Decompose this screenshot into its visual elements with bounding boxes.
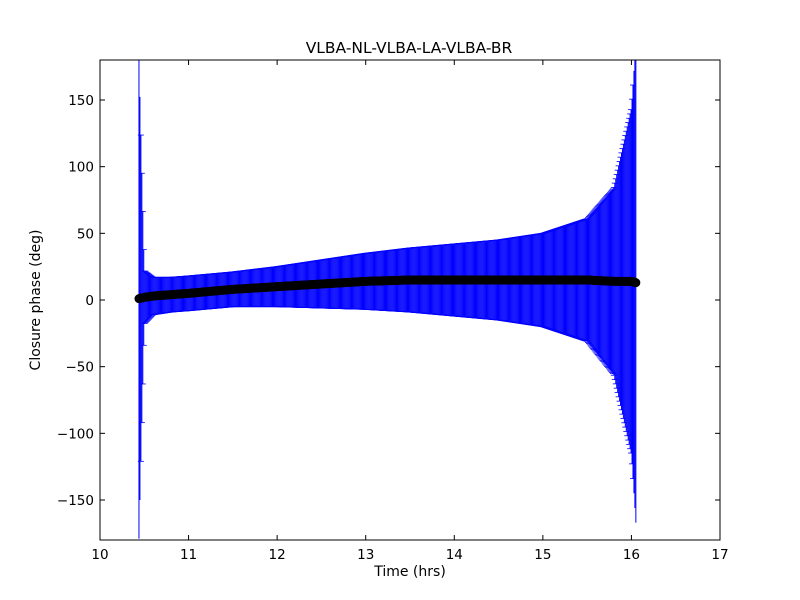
x-tick-label: 17 [711,547,728,563]
y-tick-label: −150 [57,493,94,509]
y-tick-label: 150 [68,93,94,109]
x-tick-label: 12 [269,547,286,563]
data-point [631,278,641,288]
y-tick-label: 50 [77,226,94,242]
x-tick-label: 10 [91,547,108,563]
y-tick-label: −50 [66,360,95,376]
y-tick-label: 100 [68,160,94,176]
x-tick-label: 11 [180,547,197,563]
y-tick-label: −100 [57,426,94,442]
x-tick-label: 16 [623,547,640,563]
x-tick-label: 14 [446,547,463,563]
x-axis-label: Time (hrs) [373,564,446,580]
x-tick-label: 15 [534,547,551,563]
chart-title: VLBA-NL-VLBA-LA-VLBA-BR [306,39,513,57]
y-axis: −150 −100 −50 0 50 100 150 [57,93,720,509]
x-tick-label: 13 [357,547,374,563]
y-tick-label: 0 [85,293,94,309]
y-axis-label: Closure phase (deg) [28,230,44,371]
plot-data-layer [134,60,641,539]
x-axis: 10 11 12 13 14 15 16 17 [91,60,729,563]
